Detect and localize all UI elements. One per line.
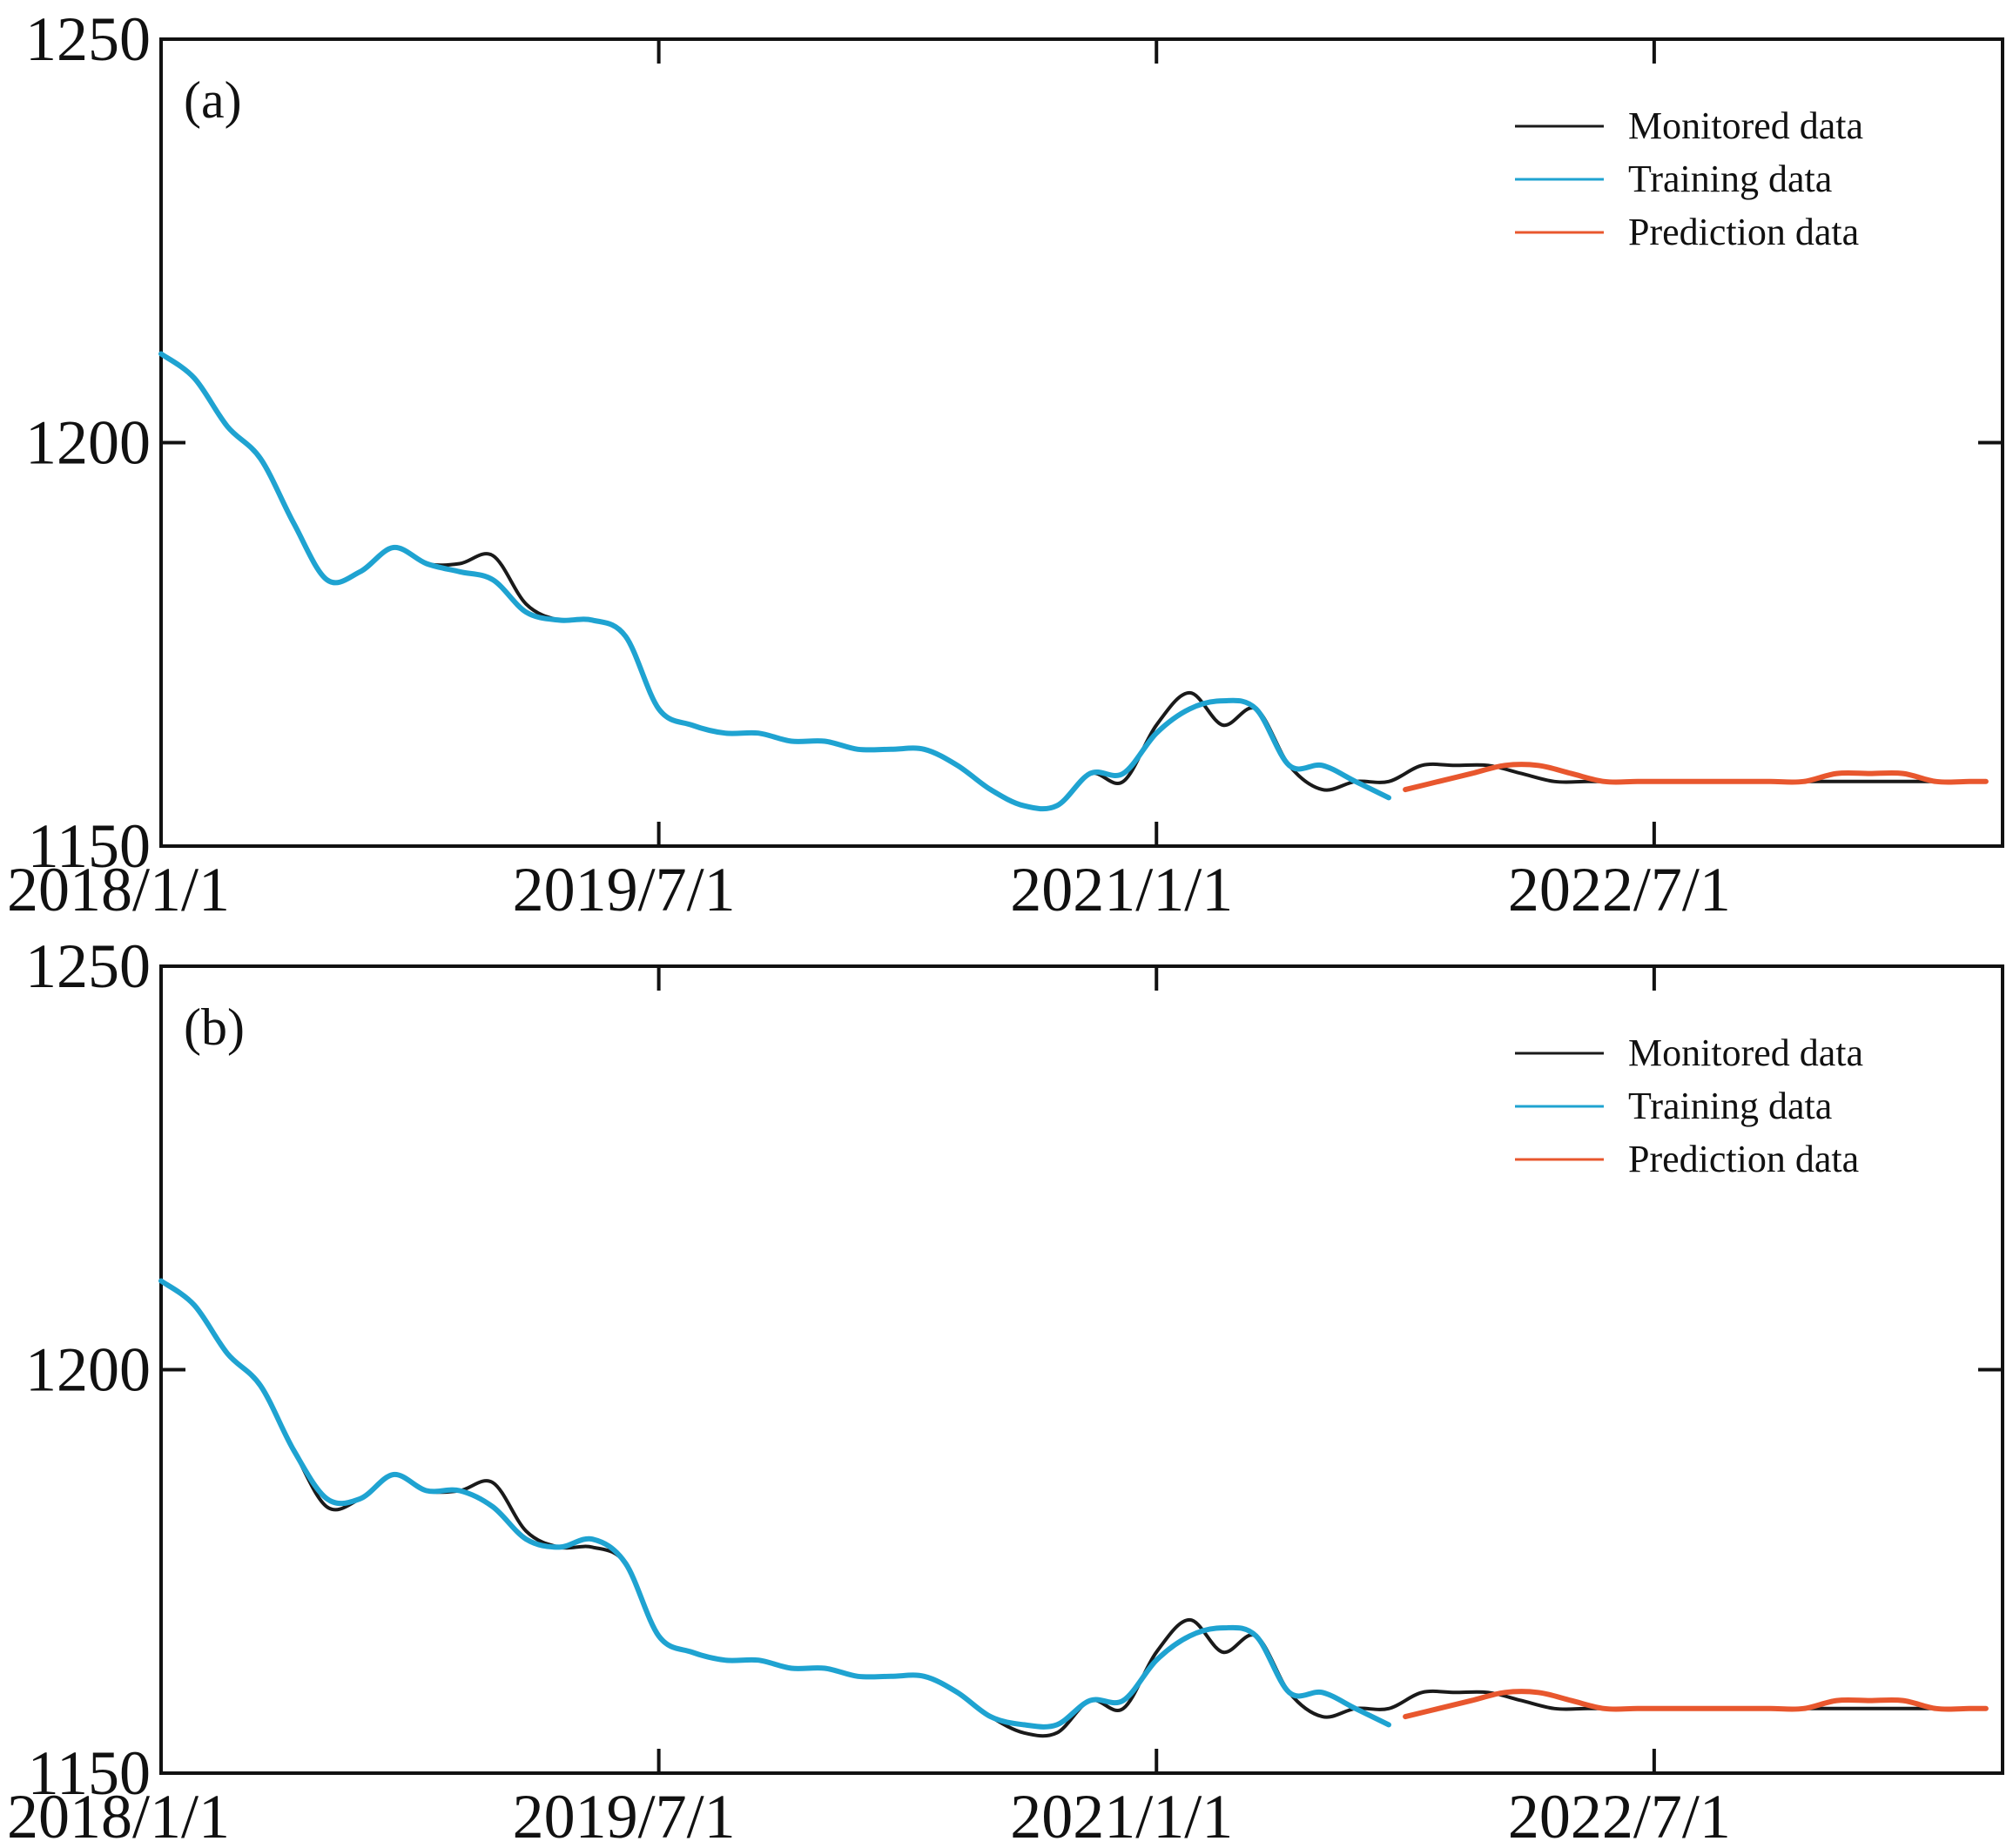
y-tick-label: 1250 xyxy=(25,931,151,1001)
panel-label: (b) xyxy=(184,998,245,1056)
series-line-training-data xyxy=(158,351,1391,812)
y-tick-label: 1200 xyxy=(25,1335,151,1405)
legend-label: Prediction data xyxy=(1628,1138,1859,1180)
legend-label: Training data xyxy=(1628,1085,1832,1127)
legend-label: Training data xyxy=(1628,158,1832,200)
x-tick-label: 2021/1/1 xyxy=(1010,855,1233,924)
x-tick-label: 2019/7/1 xyxy=(513,855,736,924)
x-tick-label: 2022/7/1 xyxy=(1508,1782,1731,1848)
panel-label: (a) xyxy=(184,71,242,129)
x-tick-label: 2022/7/1 xyxy=(1508,855,1731,924)
x-tick-label: 2018/1/1 xyxy=(7,1782,230,1848)
y-tick-label: 1150 xyxy=(28,1738,151,1808)
series-line-training-data xyxy=(158,1278,1391,1730)
x-tick-label: 2019/7/1 xyxy=(513,1782,736,1848)
series-line-monitored-data xyxy=(159,352,1988,811)
legend-label: Monitored data xyxy=(1628,104,1863,147)
series-line-prediction-data xyxy=(1403,762,1989,793)
chart-panel-b: 1150 1200 1250 2018/1/1 2019/7/1 2021/1/1 2022… xyxy=(7,931,2004,1848)
series-line-prediction-data xyxy=(1403,1689,1989,1720)
legend-label: Monitored data xyxy=(1628,1032,1863,1074)
series-line-monitored-data xyxy=(159,1279,1988,1738)
x-tick-label: 2021/1/1 xyxy=(1010,1782,1233,1848)
y-tick-label: 1250 xyxy=(25,4,151,74)
y-tick-label: 1150 xyxy=(28,811,151,881)
y-tick-label: 1200 xyxy=(25,408,151,478)
x-tick-label: 2018/1/1 xyxy=(7,855,230,924)
legend-label: Prediction data xyxy=(1628,211,1859,253)
chart-panel-a: 1150 1200 1250 2018/1/1 2019/7/1 2021/1/1 2022… xyxy=(7,4,2004,924)
